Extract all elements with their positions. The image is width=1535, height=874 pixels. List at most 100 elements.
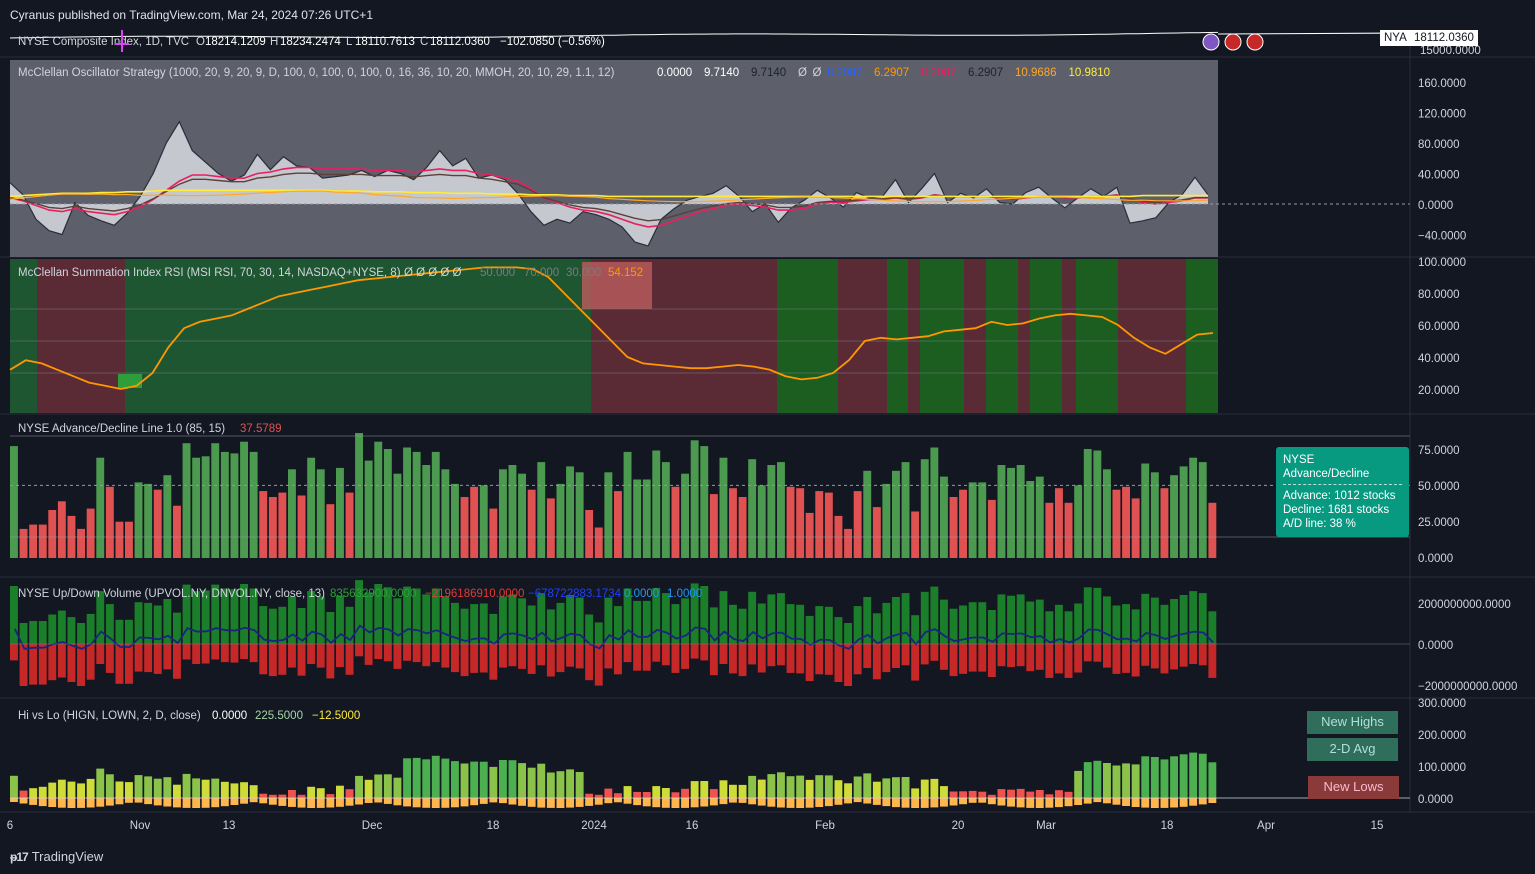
vol-up-bar bbox=[431, 588, 440, 644]
hilo-low-bar bbox=[997, 798, 1006, 806]
hilo-high-bar bbox=[383, 774, 392, 798]
ad-bar bbox=[623, 451, 632, 558]
hilo-low-bar bbox=[1170, 798, 1178, 808]
hilo-high-bar bbox=[249, 785, 258, 798]
vol-up-bar bbox=[844, 623, 852, 644]
vol-down-bar bbox=[872, 644, 881, 680]
ad-bar bbox=[719, 457, 728, 558]
c-value: 18112.0360 bbox=[430, 36, 490, 48]
vol-up-bar bbox=[748, 591, 757, 644]
vol-up-bar bbox=[1170, 599, 1178, 645]
hilo-low-bar bbox=[460, 798, 469, 807]
hilo-low-bar bbox=[489, 798, 498, 803]
ad-bar bbox=[144, 483, 153, 558]
l-value: 18110.7613 bbox=[355, 36, 415, 48]
vol-up-bar bbox=[355, 580, 363, 644]
vol-up-bar bbox=[297, 608, 306, 644]
hilo-high-bar bbox=[201, 779, 210, 798]
osc-axis-label: 80.0000 bbox=[1418, 139, 1460, 151]
vol-up-bar bbox=[1208, 611, 1217, 644]
vol-down-bar bbox=[441, 644, 450, 668]
hilo-high-bar bbox=[1103, 763, 1111, 798]
hilo-high-bar bbox=[1198, 753, 1207, 798]
vol-up-bar bbox=[585, 614, 594, 644]
hilo-high-bar bbox=[268, 794, 277, 798]
ad-bar bbox=[96, 457, 105, 558]
vol-down-bar bbox=[633, 644, 642, 671]
hilo-low-bar bbox=[1160, 798, 1169, 808]
rsi-axis-label: 100.0000 bbox=[1418, 257, 1466, 269]
vol-down-bar bbox=[336, 644, 344, 668]
hilo-low-bar bbox=[326, 798, 335, 808]
vol-up-bar bbox=[1026, 601, 1035, 644]
top-bar: Cyranus published on TradingView.com, Ma… bbox=[0, 0, 1535, 30]
hilo-low-bar bbox=[422, 798, 431, 808]
hilo-low-bar bbox=[546, 798, 555, 808]
vol-up-bar bbox=[38, 621, 47, 644]
vol-value-5: 1.0000 bbox=[667, 588, 702, 600]
ad-bar bbox=[288, 469, 296, 558]
hilo-low-bar bbox=[786, 798, 795, 808]
vol-up-bar bbox=[872, 613, 881, 645]
ad-bar bbox=[777, 462, 785, 558]
vol-up-bar bbox=[920, 591, 929, 644]
hilo-high-bar bbox=[182, 773, 191, 798]
rsi-bull-zone bbox=[887, 259, 908, 413]
hilo-low-bar bbox=[393, 798, 402, 806]
x-axis-label: Apr bbox=[1257, 820, 1275, 832]
vol-up-bar bbox=[853, 606, 862, 644]
vol-up-bar bbox=[508, 594, 517, 644]
vol-down-bar bbox=[499, 644, 507, 668]
ad-bar bbox=[738, 497, 747, 558]
vol-down-bar bbox=[930, 644, 939, 661]
vol-down-bar bbox=[393, 644, 402, 669]
ad-tooltip-advance: Advance: 1012 stocks bbox=[1283, 490, 1396, 502]
vol-up-bar bbox=[1179, 595, 1188, 644]
ad-value: 37.5789 bbox=[240, 423, 282, 435]
ad-bar bbox=[153, 489, 162, 558]
hilo-high-bar bbox=[652, 786, 661, 798]
vol-up-bar bbox=[1083, 587, 1092, 645]
hilo-low-bar bbox=[1026, 798, 1035, 808]
vol-down-bar bbox=[738, 644, 747, 677]
hilo-high-bar bbox=[709, 789, 718, 798]
ad-bar bbox=[1055, 488, 1063, 558]
vol-up-bar bbox=[10, 586, 18, 645]
vol-down-bar bbox=[978, 644, 987, 672]
vol-down-bar bbox=[556, 644, 565, 673]
vol-up-bar bbox=[786, 604, 795, 644]
ad-bar bbox=[336, 467, 344, 558]
chart-svg[interactable]: NYSE Composite Index, 1D, TVC O 18214.1209… bbox=[0, 26, 1535, 846]
ad-bar bbox=[748, 459, 757, 558]
hilo-high-bar bbox=[77, 783, 85, 798]
vol-up-bar bbox=[96, 591, 105, 644]
vol-up-bar bbox=[1160, 604, 1169, 644]
c-label: C bbox=[420, 36, 428, 48]
x-axis-label: Mar bbox=[1036, 820, 1056, 832]
rsi-value-2: 70.000 bbox=[524, 267, 559, 279]
vol-up-bar bbox=[220, 588, 229, 644]
vol-up-bar bbox=[968, 602, 977, 644]
vol-down-bar bbox=[422, 644, 431, 667]
osc-orange-line bbox=[9, 190, 1209, 203]
hilo-low-bar bbox=[1122, 798, 1130, 806]
vol-down-bar bbox=[844, 644, 852, 686]
hilo-high-bar bbox=[805, 779, 814, 798]
hilo-high-bar bbox=[604, 788, 613, 798]
hilo-low-bar bbox=[431, 798, 440, 808]
hilo-high-bar bbox=[537, 763, 546, 798]
hilo-high-bar bbox=[872, 781, 881, 798]
ad-bar bbox=[412, 451, 421, 558]
vol-up-bar bbox=[412, 588, 421, 644]
osc-value-5: 8.2087 bbox=[827, 67, 862, 79]
hilo-low-bar bbox=[364, 798, 373, 803]
vol-up-bar bbox=[796, 604, 805, 644]
vol-down-bar bbox=[470, 644, 479, 673]
vol-down-bar bbox=[268, 644, 277, 677]
x-axis-label: Nov bbox=[130, 820, 151, 832]
vol-up-bar bbox=[489, 613, 498, 644]
ad-bar bbox=[1208, 502, 1217, 558]
vol-down-bar bbox=[1170, 644, 1178, 670]
vol-down-bar bbox=[911, 644, 920, 681]
ad-bar bbox=[441, 469, 450, 558]
